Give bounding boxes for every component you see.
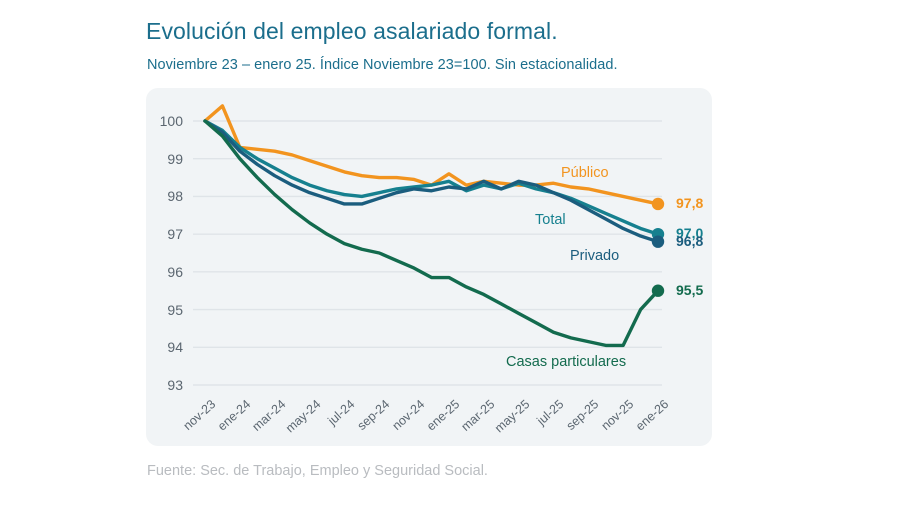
y-axis-tick-label: 98: [167, 188, 183, 205]
series-value-label: 95,5: [676, 281, 704, 298]
series-annotation-público: Público: [561, 165, 609, 181]
y-axis-tick-label: 93: [167, 377, 183, 393]
series-annotation-casas: Casas particulares: [506, 354, 627, 370]
series-annotation-privado: Privado: [570, 248, 620, 264]
series-value-label: 96,8: [676, 232, 704, 249]
y-axis-tick-label: 100: [159, 113, 183, 129]
source-note: Fuente: Sec. de Trabajo, Empleo y Seguri…: [147, 463, 488, 479]
y-axis-tick-label: 97: [167, 226, 183, 243]
y-axis-tick-label: 99: [167, 150, 183, 167]
page-title: Evolución del empleo asalariado formal.: [146, 18, 558, 44]
y-axis-tick-label: 96: [167, 263, 183, 280]
series-value-label: 97,8: [676, 194, 704, 211]
series-value-label: 97,0: [676, 225, 704, 242]
chart-panel: [146, 88, 712, 446]
y-axis-tick-label: 95: [167, 301, 183, 318]
y-axis-tick-label: 94: [167, 339, 183, 356]
series-annotation-total: Total: [535, 212, 566, 228]
page-subtitle: Noviembre 23 – enero 25. Índice Noviembr…: [147, 57, 618, 73]
